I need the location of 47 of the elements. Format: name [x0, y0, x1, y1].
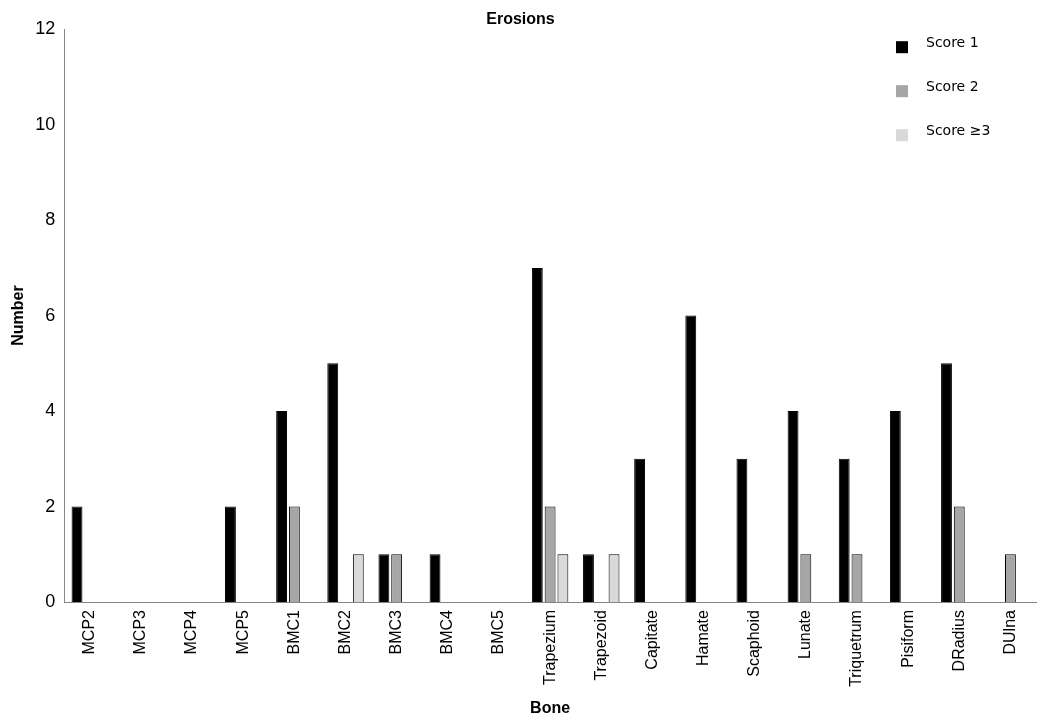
bar [225, 506, 236, 603]
x-tick-label: Hamate [693, 609, 711, 667]
bar [838, 458, 850, 603]
bar [889, 411, 901, 603]
y-tick-label: 0 [45, 591, 56, 612]
x-tick-label: Triquetrum [847, 610, 865, 687]
x-tick-label: Pisiform [898, 610, 916, 668]
y-tick-label: 12 [35, 18, 56, 39]
x-tick-label: Trapezium [540, 610, 558, 686]
x-tick-label: BMC1 [284, 609, 302, 655]
y-axis-title: Number [9, 285, 27, 346]
bar [583, 554, 594, 603]
x-tick-label: Scaphoid [745, 610, 763, 677]
x-tick-label: BMC2 [335, 609, 353, 655]
x-tick-label: MCP3 [131, 609, 149, 655]
bar [71, 506, 83, 603]
y-tick-label: 2 [45, 495, 56, 516]
bar [685, 315, 697, 603]
bar [736, 458, 748, 603]
legend-label: Score 2 [926, 77, 979, 94]
x-axis-title: Bone [530, 698, 571, 716]
y-tick-label: 4 [45, 400, 56, 421]
x-tick-label: DRadius [949, 610, 967, 672]
x-tick-label: Capitate [642, 609, 660, 670]
y-tick-label: 8 [45, 209, 56, 230]
bar [634, 458, 646, 603]
x-tick-label: DUlna [1000, 609, 1018, 655]
bar [941, 363, 952, 603]
y-tick-label: 10 [35, 113, 56, 134]
chart-title: Erosions [486, 10, 555, 28]
x-tick-label: BMC3 [387, 609, 405, 655]
bar [429, 554, 441, 603]
x-tick-label: BMC4 [438, 609, 456, 655]
bar [378, 554, 390, 603]
legend-label: Score ≥3 [926, 121, 991, 138]
x-tick-label: Lunate [796, 609, 814, 659]
bar [327, 363, 339, 603]
legend-label: Score 1 [926, 33, 979, 50]
x-tick-label: MCP4 [182, 609, 200, 655]
x-tick-label: MCP2 [80, 609, 98, 655]
x-tick-label: Trapezoid [591, 610, 609, 681]
x-tick-label: BMC5 [489, 609, 507, 655]
bar [787, 411, 799, 603]
x-tick-label: MCP5 [233, 609, 251, 655]
y-tick-label: 6 [45, 304, 56, 325]
bar [276, 411, 288, 603]
bar [531, 267, 543, 603]
